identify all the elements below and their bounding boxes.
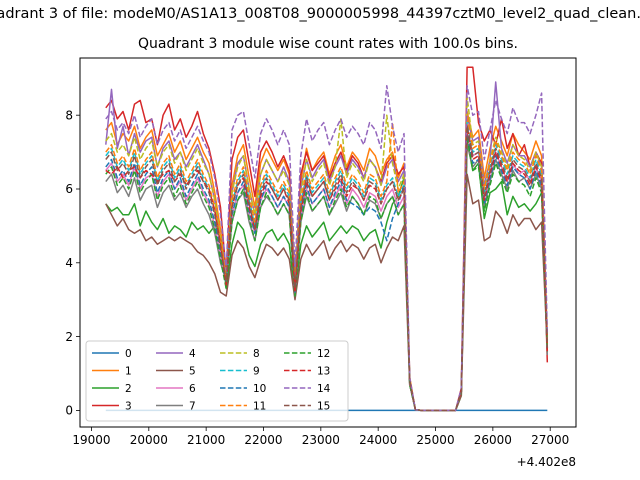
series-line-5 [105,173,549,412]
series-line-14 [105,84,549,412]
x-axis: 19000 20000 21000 22000 23000 24000 25000 26000… [72,427,569,447]
legend-frame [85,340,349,422]
x-tick-label: 27000 [531,433,569,447]
legend-label-2: 2 [125,383,132,395]
legend-label-3: 3 [125,400,132,412]
legend-label-4: 4 [189,348,196,360]
y-tick-label: 0 [65,404,73,418]
legend-label-1: 1 [125,365,132,377]
legend-label-9: 9 [253,365,260,377]
suptitle-text: Quadrant 3 of file: modeM0/AS1A13_008T08… [0,6,640,22]
legend-label-14: 14 [317,383,331,395]
legend-label-5: 5 [189,365,196,377]
series-line-1 [105,110,549,412]
x-tick-label: 26000 [474,433,512,447]
legend-label-11: 11 [253,400,266,412]
legend-label-7: 7 [189,400,196,412]
series-line-9 [105,121,549,412]
x-tick-label: 20000 [130,433,168,447]
chart-title: Quadrant 3 module wise count rates with … [138,36,518,52]
legend-label-6: 6 [189,383,196,395]
y-axis: 0 2 4 6 8 [65,108,80,418]
series-line-10 [105,132,549,412]
legend-label-10: 10 [253,383,266,395]
legend-label-0: 0 [125,348,132,360]
y-tick-label: 4 [65,256,73,270]
series-line-3 [105,66,549,412]
y-tick-label: 8 [65,108,73,122]
legend-label-15: 15 [317,400,330,412]
x-tick-label: 23000 [302,433,340,447]
x-tick-label: 25000 [416,433,454,447]
legend-label-13: 13 [317,365,330,377]
legend-label-8: 8 [253,348,260,360]
series-line-8 [105,95,549,412]
x-axis-offset-label: +4.402e8 [517,455,576,469]
x-tick-label: 24000 [359,433,397,447]
x-tick-label: 22000 [244,433,282,447]
series-layer [105,66,549,412]
plot-frame [79,57,577,428]
y-tick-label: 6 [65,182,73,196]
y-tick-label: 2 [65,330,73,344]
series-line-15 [105,125,549,412]
series-line-4 [105,81,549,412]
legend-label-12: 12 [317,348,330,360]
x-tick-label: 21000 [187,433,225,447]
x-tick-label: 19000 [72,433,110,447]
figure-suptitle: Quadrant 3 of file: modeM0/AS1A13_008T08… [0,6,640,30]
series-line-11 [105,114,549,412]
series-line-12 [105,136,549,412]
